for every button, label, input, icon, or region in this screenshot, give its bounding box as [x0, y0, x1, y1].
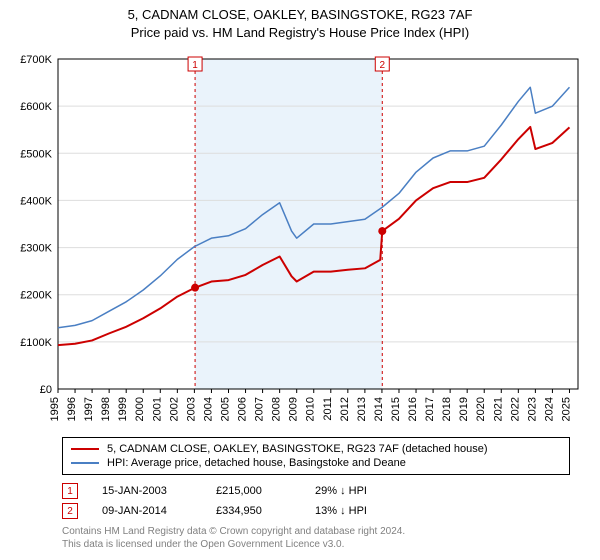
- svg-text:2015: 2015: [390, 397, 402, 421]
- svg-text:2018: 2018: [441, 397, 453, 421]
- svg-text:2022: 2022: [509, 397, 521, 421]
- svg-text:£500K: £500K: [20, 148, 52, 160]
- svg-text:2021: 2021: [492, 397, 504, 421]
- svg-text:1998: 1998: [100, 397, 112, 421]
- title-line2: Price paid vs. HM Land Registry's House …: [0, 24, 600, 42]
- event-row: 1 15-JAN-2003 £215,000 29% ↓ HPI: [62, 481, 570, 501]
- legend-row: HPI: Average price, detached house, Basi…: [71, 456, 561, 470]
- svg-text:1997: 1997: [83, 397, 95, 421]
- svg-text:2000: 2000: [134, 397, 146, 421]
- legend: 5, CADNAM CLOSE, OAKLEY, BASINGSTOKE, RG…: [62, 437, 570, 475]
- svg-text:2003: 2003: [185, 397, 197, 421]
- legend-label-hpi: HPI: Average price, detached house, Basi…: [107, 457, 406, 469]
- event-delta: 13% ↓ HPI: [315, 505, 415, 517]
- chart-svg: £0 £100K £200K £300K £400K £500K £600K £700K 199…: [10, 49, 590, 429]
- events-table: 1 15-JAN-2003 £215,000 29% ↓ HPI 2 09-JAN-201…: [62, 481, 570, 521]
- footer: Contains HM Land Registry data © Crown c…: [62, 525, 570, 551]
- svg-text:2002: 2002: [168, 397, 180, 421]
- svg-text:1996: 1996: [66, 397, 78, 421]
- svg-text:1999: 1999: [117, 397, 129, 421]
- svg-text:2020: 2020: [475, 397, 487, 421]
- svg-text:£700K: £700K: [20, 54, 52, 66]
- svg-text:2005: 2005: [219, 397, 231, 421]
- svg-text:£300K: £300K: [20, 243, 52, 255]
- event-row: 2 09-JAN-2014 £334,950 13% ↓ HPI: [62, 501, 570, 521]
- event-delta: 29% ↓ HPI: [315, 485, 415, 497]
- svg-text:2023: 2023: [526, 397, 538, 421]
- svg-text:2008: 2008: [271, 397, 283, 421]
- svg-text:2011: 2011: [322, 397, 334, 421]
- svg-text:2013: 2013: [356, 397, 368, 421]
- svg-text:2024: 2024: [543, 397, 555, 421]
- svg-text:2014: 2014: [373, 397, 385, 421]
- legend-label-property: 5, CADNAM CLOSE, OAKLEY, BASINGSTOKE, RG…: [107, 443, 487, 455]
- legend-swatch-property: [71, 448, 99, 450]
- event-price: £215,000: [216, 485, 291, 497]
- footer-line1: Contains HM Land Registry data © Crown c…: [62, 525, 570, 538]
- svg-text:£200K: £200K: [20, 290, 52, 302]
- svg-text:2006: 2006: [237, 397, 249, 421]
- svg-text:2025: 2025: [560, 397, 572, 421]
- event-date: 15-JAN-2003: [102, 485, 192, 497]
- svg-text:2019: 2019: [458, 397, 470, 421]
- svg-text:£400K: £400K: [20, 196, 52, 208]
- title-line1: 5, CADNAM CLOSE, OAKLEY, BASINGSTOKE, RG…: [0, 6, 600, 24]
- legend-swatch-hpi: [71, 462, 99, 464]
- event-marker: 2: [62, 503, 78, 519]
- svg-text:2009: 2009: [288, 397, 300, 421]
- event-date: 09-JAN-2014: [102, 505, 192, 517]
- chart-title: 5, CADNAM CLOSE, OAKLEY, BASINGSTOKE, RG…: [0, 0, 600, 41]
- price-chart: £0 £100K £200K £300K £400K £500K £600K £700K 199…: [10, 49, 590, 429]
- footer-line2: This data is licensed under the Open Gov…: [62, 538, 570, 551]
- svg-text:1: 1: [192, 60, 198, 71]
- svg-text:2004: 2004: [202, 397, 214, 421]
- event-marker: 1: [62, 483, 78, 499]
- svg-text:2001: 2001: [151, 397, 163, 421]
- svg-text:2: 2: [379, 60, 385, 71]
- svg-text:£0: £0: [40, 384, 52, 396]
- svg-text:1995: 1995: [49, 397, 61, 421]
- legend-row: 5, CADNAM CLOSE, OAKLEY, BASINGSTOKE, RG…: [71, 442, 561, 456]
- svg-text:£100K: £100K: [20, 337, 52, 349]
- event-price: £334,950: [216, 505, 291, 517]
- svg-text:£600K: £600K: [20, 101, 52, 113]
- svg-text:2016: 2016: [407, 397, 419, 421]
- svg-text:2007: 2007: [254, 397, 266, 421]
- svg-text:2010: 2010: [305, 397, 317, 421]
- svg-text:2012: 2012: [339, 397, 351, 421]
- svg-text:2017: 2017: [424, 397, 436, 421]
